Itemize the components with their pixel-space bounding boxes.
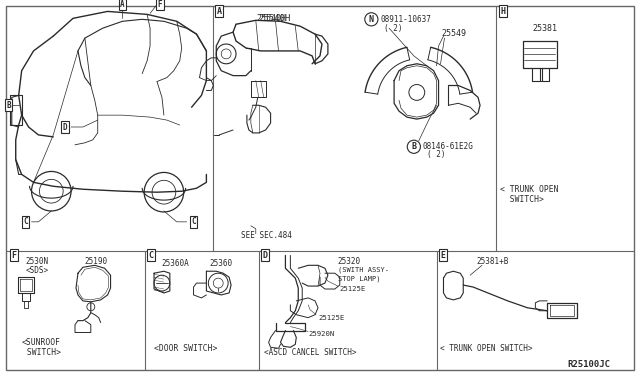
Text: 25920N: 25920N <box>308 331 334 337</box>
Text: SWITCH>: SWITCH> <box>500 195 543 203</box>
Text: < TRUNK OPEN SWITCH>: < TRUNK OPEN SWITCH> <box>440 344 532 353</box>
Text: <SUNROOF: <SUNROOF <box>22 338 61 347</box>
Text: 2530N: 2530N <box>26 257 49 266</box>
Text: 25381+B: 25381+B <box>476 257 508 266</box>
Text: N: N <box>369 15 374 24</box>
Text: C: C <box>148 251 154 260</box>
Text: B: B <box>6 101 11 110</box>
Text: 08911-10637: 08911-10637 <box>380 15 431 24</box>
Text: < TRUNK OPEN: < TRUNK OPEN <box>500 185 558 194</box>
Text: F: F <box>157 0 163 9</box>
Text: ( 2): ( 2) <box>384 24 403 33</box>
Text: A: A <box>120 0 125 9</box>
Text: 25360: 25360 <box>209 259 232 268</box>
Text: 25190: 25190 <box>85 257 108 266</box>
Text: 25320: 25320 <box>338 257 361 266</box>
Text: 25125E: 25125E <box>340 286 366 292</box>
Text: 25540H: 25540H <box>259 14 291 23</box>
Text: SWITCH>: SWITCH> <box>22 348 61 357</box>
Text: SEE SEC.484: SEE SEC.484 <box>241 231 292 240</box>
Text: ( 2): ( 2) <box>427 150 445 159</box>
Text: E: E <box>440 251 445 260</box>
Text: <SDS>: <SDS> <box>26 266 49 275</box>
Text: 08146-61E2G: 08146-61E2G <box>423 142 474 151</box>
Text: (SWITH ASSY-: (SWITH ASSY- <box>338 267 388 273</box>
Bar <box>10 95 22 125</box>
Text: D: D <box>63 122 67 131</box>
Text: D: D <box>262 251 267 260</box>
Text: 25540H: 25540H <box>257 14 287 23</box>
Text: A: A <box>217 7 221 16</box>
Text: 25360A: 25360A <box>162 259 189 268</box>
Text: R25100JC: R25100JC <box>567 360 610 369</box>
Text: 25125E: 25125E <box>318 315 344 321</box>
Text: H: H <box>500 7 505 16</box>
Text: <DOOR SWITCH>: <DOOR SWITCH> <box>154 344 218 353</box>
Text: 25381: 25381 <box>532 24 557 33</box>
Text: STOP LAMP): STOP LAMP) <box>338 276 380 282</box>
Text: B: B <box>412 142 417 151</box>
Text: 25549: 25549 <box>442 29 467 38</box>
Text: <ASCD CANCEL SWITCH>: <ASCD CANCEL SWITCH> <box>264 348 356 357</box>
Text: F: F <box>12 251 16 260</box>
Text: C: C <box>23 217 28 226</box>
Text: C: C <box>191 217 196 226</box>
